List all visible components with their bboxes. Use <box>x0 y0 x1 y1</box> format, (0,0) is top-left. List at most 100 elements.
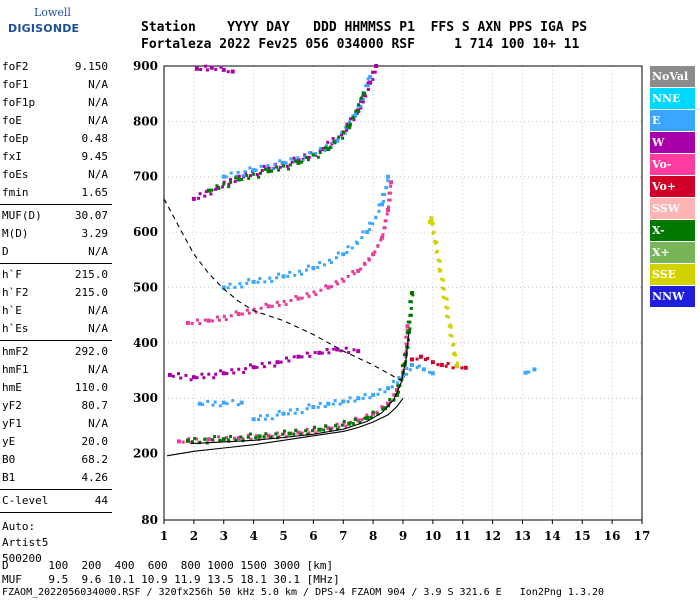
data-point <box>368 396 372 400</box>
param-row: M(D) 3.29 <box>0 225 112 243</box>
param-value: 3.29 <box>81 227 109 240</box>
y-tick-label: 400 <box>133 336 158 350</box>
param-name: foEs <box>2 168 29 181</box>
data-point <box>326 285 331 290</box>
data-point <box>288 270 292 274</box>
data-point <box>351 116 355 120</box>
data-point <box>355 111 359 115</box>
param-name: fmin <box>2 186 29 199</box>
data-point <box>286 412 290 416</box>
data-point <box>200 372 204 376</box>
data-point <box>395 392 400 397</box>
data-point <box>296 156 300 160</box>
data-point <box>258 171 262 175</box>
data-point <box>201 403 205 407</box>
param-name: h`F <box>2 268 22 281</box>
data-point <box>333 424 337 428</box>
data-point <box>237 367 241 371</box>
param-value: 110.0 <box>74 381 108 394</box>
data-point <box>447 324 451 328</box>
param-row: fmin 1.65 <box>0 184 112 202</box>
data-point <box>224 436 228 440</box>
data-point <box>284 161 288 165</box>
muf-row: MUF 9.5 9.6 10.1 10.9 11.9 13.5 18.1 30.… <box>2 573 340 586</box>
param-row: C-level 44 <box>0 492 112 510</box>
data-point <box>336 251 340 255</box>
legend-item: X+ <box>650 242 695 264</box>
data-point <box>357 103 361 107</box>
data-point <box>357 109 361 113</box>
data-point <box>249 437 253 441</box>
data-point <box>262 435 266 439</box>
data-point <box>404 335 408 339</box>
data-point <box>327 351 331 355</box>
header-line-2: Fortaleza 2022 Fev25 056 034000 RSF 1 71… <box>141 37 580 52</box>
x-tick-label: 3 <box>220 529 228 543</box>
data-point <box>251 168 256 173</box>
data-point <box>418 354 423 359</box>
data-point <box>281 160 286 165</box>
data-point <box>311 405 316 410</box>
data-point <box>214 67 218 71</box>
data-point <box>284 356 288 360</box>
data-point <box>277 303 281 307</box>
data-point <box>314 153 318 157</box>
data-point <box>213 435 217 439</box>
param-row: yE 20.0 <box>0 433 112 451</box>
data-point <box>176 439 181 444</box>
data-point <box>445 314 449 318</box>
data-point <box>185 320 190 325</box>
data-point <box>404 342 408 346</box>
data-point <box>255 365 259 369</box>
x-tick-label: 7 <box>339 529 347 543</box>
param-value: 215.0 <box>74 286 108 299</box>
x-tick-label: 13 <box>514 529 531 543</box>
data-point <box>311 153 315 157</box>
param-value: 44 <box>94 494 108 507</box>
data-point <box>424 358 428 362</box>
param-row: hmF2 292.0 <box>0 343 112 361</box>
data-point <box>289 157 293 161</box>
data-point <box>527 370 531 374</box>
data-point <box>348 396 352 400</box>
data-point <box>388 399 392 403</box>
data-point <box>231 399 235 403</box>
param-value: 30.07 <box>74 209 108 222</box>
data-point <box>206 188 211 193</box>
data-point <box>446 306 450 310</box>
data-point <box>260 362 264 366</box>
data-point <box>305 268 309 272</box>
data-point <box>348 120 352 124</box>
data-point <box>352 118 356 122</box>
data-point <box>239 435 243 439</box>
param-row: h`F 215.0 <box>0 266 112 284</box>
param-value: 9.45 <box>81 150 109 163</box>
data-point <box>270 417 274 421</box>
data-point <box>259 164 263 168</box>
data-point <box>363 416 367 420</box>
data-point <box>300 272 304 276</box>
data-point <box>298 269 302 273</box>
param-value: 0.48 <box>81 132 109 145</box>
data-point <box>409 313 413 317</box>
data-point <box>314 152 318 156</box>
data-point <box>328 145 332 149</box>
data-point <box>236 403 240 407</box>
data-point <box>341 136 345 140</box>
data-point <box>273 163 277 167</box>
data-point <box>322 428 326 432</box>
auto-info-line: Artist5 <box>2 536 49 549</box>
data-point <box>360 418 364 422</box>
data-point <box>254 434 258 438</box>
data-point <box>248 166 252 170</box>
data-point <box>338 402 342 406</box>
data-point <box>433 239 437 243</box>
data-point <box>222 314 226 318</box>
data-point <box>263 280 267 284</box>
data-point <box>376 392 380 396</box>
data-point <box>224 318 228 322</box>
data-point <box>230 368 234 372</box>
data-point <box>296 354 301 359</box>
data-point <box>218 404 222 408</box>
data-point <box>463 365 468 370</box>
